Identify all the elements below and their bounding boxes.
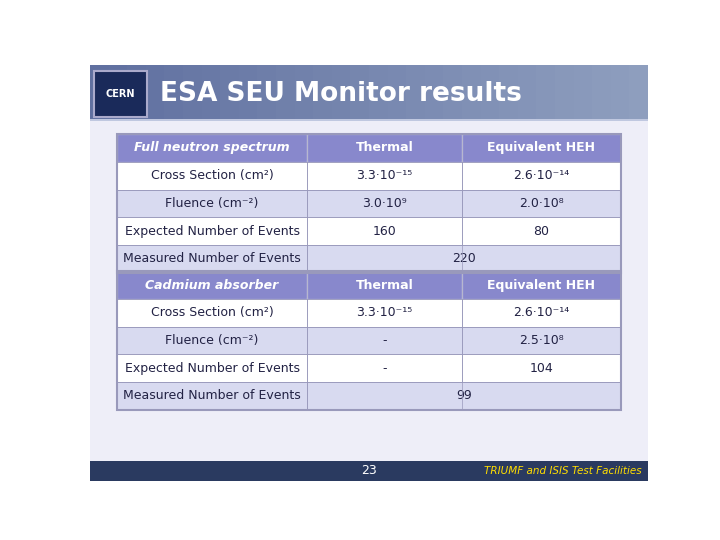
Text: 3.3·10⁻¹⁵: 3.3·10⁻¹⁵ — [356, 169, 413, 182]
Text: -: - — [382, 334, 387, 347]
Text: Measured Number of Events: Measured Number of Events — [123, 252, 301, 265]
Bar — [629, 65, 649, 120]
Bar — [94, 71, 147, 117]
Bar — [307, 190, 462, 217]
Bar — [307, 327, 462, 354]
Bar — [117, 299, 307, 327]
Text: 104: 104 — [530, 362, 553, 375]
Bar — [117, 327, 307, 354]
Bar — [294, 65, 314, 120]
Text: Equivalent HEH: Equivalent HEH — [487, 141, 595, 154]
Bar — [202, 65, 221, 120]
Text: 80: 80 — [534, 225, 549, 238]
Bar — [462, 190, 621, 217]
Bar — [462, 354, 621, 382]
Bar — [183, 65, 202, 120]
Bar — [90, 65, 109, 120]
Bar — [307, 217, 462, 245]
Text: Expected Number of Events: Expected Number of Events — [125, 225, 300, 238]
Text: Thermal: Thermal — [356, 279, 413, 292]
Bar — [462, 299, 621, 327]
Bar — [90, 461, 648, 481]
Bar — [307, 354, 462, 382]
Text: Expected Number of Events: Expected Number of Events — [125, 362, 300, 375]
Bar — [109, 65, 128, 120]
Bar — [462, 271, 621, 299]
Text: 220: 220 — [452, 252, 476, 265]
Bar — [258, 65, 276, 120]
Bar — [574, 65, 593, 120]
Bar — [462, 134, 621, 162]
Bar — [117, 162, 307, 190]
Bar — [593, 65, 611, 120]
Text: ESA SEU Monitor results: ESA SEU Monitor results — [160, 81, 521, 107]
Text: Cadmium absorber: Cadmium absorber — [145, 279, 279, 292]
Bar — [406, 65, 426, 120]
Text: 160: 160 — [373, 225, 397, 238]
Bar — [307, 299, 462, 327]
Bar — [127, 65, 147, 120]
Text: 99: 99 — [456, 389, 472, 402]
Bar — [332, 65, 351, 120]
Bar — [307, 271, 462, 299]
Bar — [518, 65, 537, 120]
Bar — [307, 245, 621, 273]
Bar — [481, 65, 500, 120]
Bar — [117, 382, 307, 410]
Text: 2.5·10⁸: 2.5·10⁸ — [519, 334, 564, 347]
Bar — [499, 65, 518, 120]
Bar — [462, 327, 621, 354]
Bar — [239, 65, 258, 120]
Bar — [313, 65, 333, 120]
Bar — [117, 217, 307, 245]
Text: TRIUMF and ISIS Test Facilities: TRIUMF and ISIS Test Facilities — [484, 465, 642, 476]
Bar — [117, 354, 307, 382]
Bar — [220, 65, 240, 120]
Text: Cross Section (cm²): Cross Section (cm²) — [150, 306, 274, 319]
Bar — [145, 65, 165, 120]
Bar — [90, 119, 648, 121]
Bar — [90, 107, 648, 461]
Bar — [611, 65, 630, 120]
Bar — [117, 245, 307, 273]
Bar — [307, 162, 462, 190]
Text: 3.0·10⁹: 3.0·10⁹ — [362, 197, 407, 210]
Text: Thermal: Thermal — [356, 141, 413, 154]
Text: -: - — [382, 362, 387, 375]
Text: 3.3·10⁻¹⁵: 3.3·10⁻¹⁵ — [356, 306, 413, 319]
Bar — [117, 271, 307, 299]
Bar — [351, 65, 370, 120]
Bar — [276, 65, 295, 120]
Text: Fluence (cm⁻²): Fluence (cm⁻²) — [166, 197, 258, 210]
Text: 2.6·10⁻¹⁴: 2.6·10⁻¹⁴ — [513, 169, 570, 182]
Text: CERN: CERN — [105, 89, 135, 99]
Text: Measured Number of Events: Measured Number of Events — [123, 389, 301, 402]
Bar — [307, 134, 462, 162]
Text: Equivalent HEH: Equivalent HEH — [487, 279, 595, 292]
Bar — [555, 65, 575, 120]
Bar — [117, 271, 621, 410]
Bar — [387, 65, 407, 120]
Bar — [444, 65, 463, 120]
Bar — [307, 382, 621, 410]
Text: 2.6·10⁻¹⁴: 2.6·10⁻¹⁴ — [513, 306, 570, 319]
Bar — [536, 65, 556, 120]
Bar — [369, 65, 388, 120]
Bar — [462, 162, 621, 190]
Bar — [117, 190, 307, 217]
Text: 23: 23 — [361, 464, 377, 477]
Bar — [164, 65, 184, 120]
Bar — [462, 65, 482, 120]
Text: Cross Section (cm²): Cross Section (cm²) — [150, 169, 274, 182]
Bar — [462, 217, 621, 245]
Text: Fluence (cm⁻²): Fluence (cm⁻²) — [166, 334, 258, 347]
Text: 2.0·10⁸: 2.0·10⁸ — [519, 197, 564, 210]
Text: Full neutron spectrum: Full neutron spectrum — [134, 141, 290, 154]
Bar — [117, 134, 621, 273]
Bar — [425, 65, 444, 120]
Bar — [117, 134, 307, 162]
